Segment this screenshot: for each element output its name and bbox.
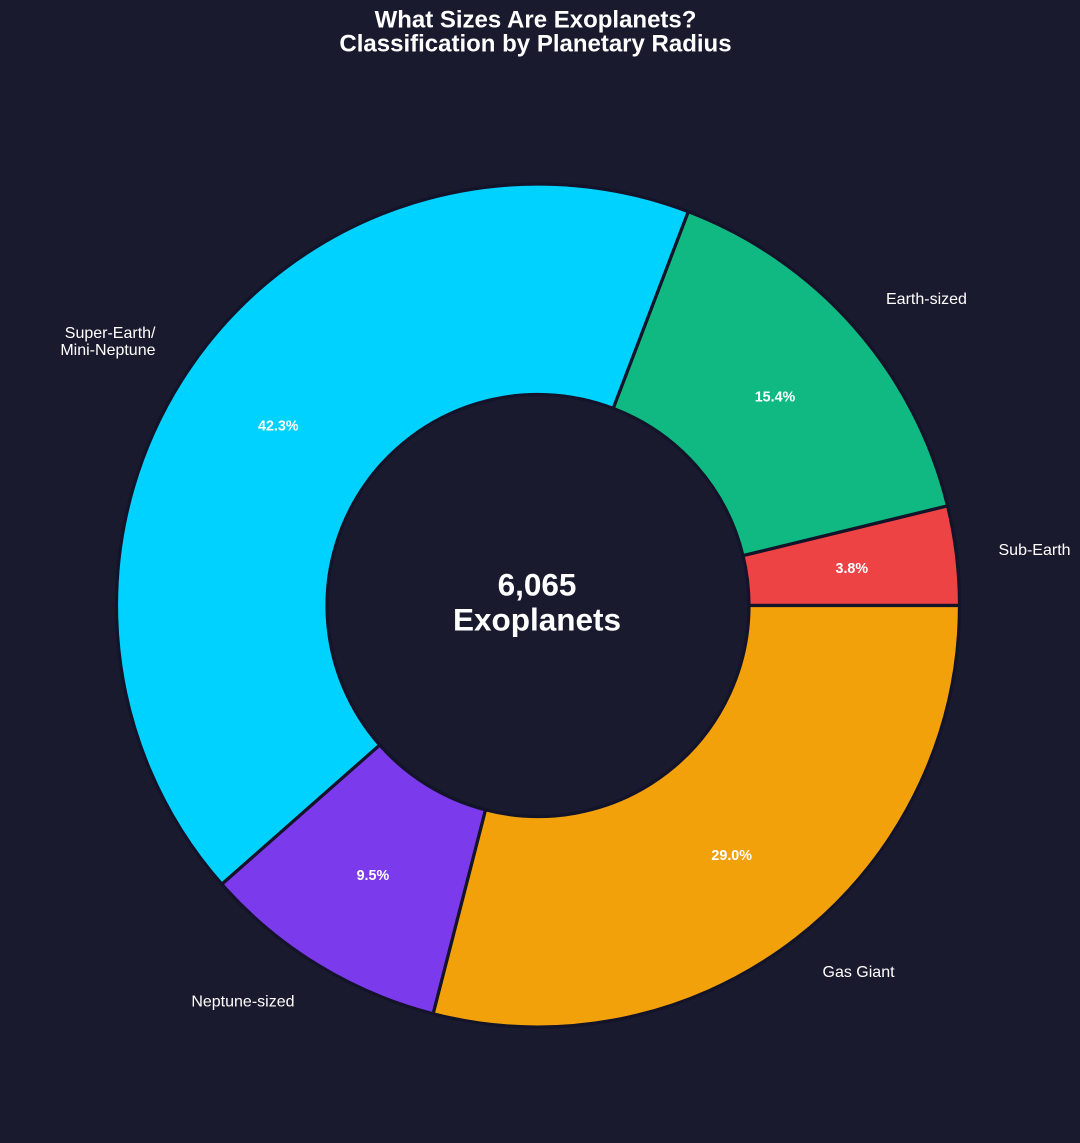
svg-text:Mini-Neptune: Mini-Neptune <box>60 342 155 359</box>
svg-text:Earth-sized: Earth-sized <box>886 291 967 308</box>
svg-text:What Sizes Are Exoplanets?: What Sizes Are Exoplanets? <box>375 7 697 34</box>
svg-text:3.8%: 3.8% <box>836 561 869 577</box>
svg-text:Gas Giant: Gas Giant <box>823 964 896 981</box>
svg-text:Super-Earth/: Super-Earth/ <box>65 325 156 342</box>
svg-text:Classification by Planetary Ra: Classification by Planetary Radius <box>339 31 731 58</box>
svg-text:42.3%: 42.3% <box>258 418 299 434</box>
svg-text:29.0%: 29.0% <box>711 848 752 864</box>
svg-text:Sub-Earth: Sub-Earth <box>999 542 1071 559</box>
svg-text:Exoplanets: Exoplanets <box>453 601 621 637</box>
svg-text:6,065: 6,065 <box>498 567 577 603</box>
svg-text:Neptune-sized: Neptune-sized <box>191 994 294 1011</box>
svg-text:9.5%: 9.5% <box>357 868 390 884</box>
svg-text:15.4%: 15.4% <box>755 390 796 406</box>
